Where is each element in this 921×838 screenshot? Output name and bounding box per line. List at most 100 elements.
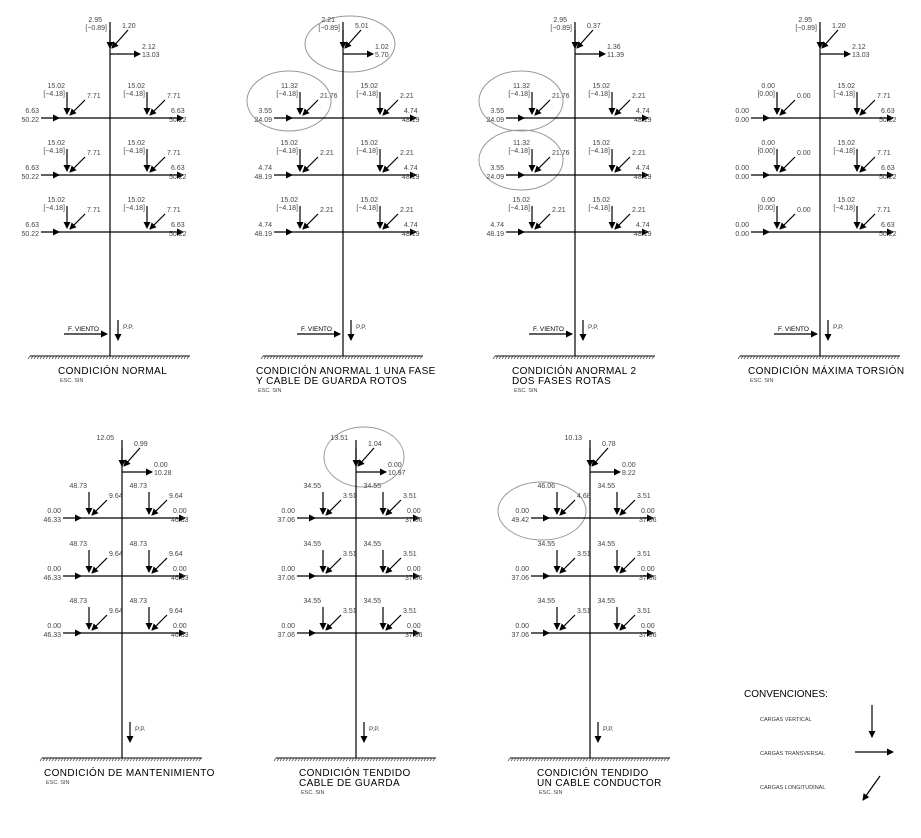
vertical-load-value: 34.55 [597, 541, 615, 548]
ground-hatch [378, 757, 382, 762]
ground-hatch [510, 355, 514, 360]
transversal-load-value: 6.63 [25, 108, 39, 115]
transversal-load-value: 0.00 [281, 508, 295, 515]
ground-hatch [171, 355, 175, 360]
vertical-load-value: 34.55 [363, 598, 381, 605]
ground-hatch [603, 757, 607, 762]
ground-hatch [657, 757, 661, 762]
transversal-load-value: 0.00 [47, 566, 61, 573]
ground-hatch [144, 757, 148, 762]
arm-loads-right: 15.02[−4.18] 7.71 6.63 50.22 [833, 83, 896, 124]
ground-hatch [186, 355, 190, 360]
ground-hatch [72, 757, 76, 762]
longitudinal-load-arrow [69, 213, 86, 230]
ground-hatch [198, 757, 202, 762]
ground-hatch [791, 355, 795, 360]
longitudinal-load-arrow [149, 213, 166, 230]
ground-hatch [546, 355, 550, 360]
ground-hatch [576, 355, 580, 360]
ground-hatch [420, 757, 424, 762]
ground-hatch [561, 355, 565, 360]
ground-hatch [752, 355, 756, 360]
longitudinal-total-value: 50.22 [21, 174, 39, 181]
ground-hatch [522, 757, 526, 762]
vertical-load-value: 15.02 [837, 83, 855, 90]
vertical-load-bracket-value: [−4.18] [276, 91, 298, 98]
vertical-load-bracket-value: [−4.18] [43, 148, 65, 155]
top-loads: 2.21[−0.89] 5.01 1.025.70 [318, 17, 388, 59]
ground-hatch [177, 757, 181, 762]
longitudinal-load-value: 3.51 [403, 493, 417, 500]
ground-hatch [362, 355, 366, 360]
ground-hatch [405, 757, 409, 762]
wind-load: F. VIENTO [297, 326, 341, 338]
ground-hatch [513, 355, 517, 360]
ground-hatch [618, 757, 622, 762]
ground-hatch [510, 757, 514, 762]
vertical-load-bracket-value: [−0.89] [550, 25, 572, 32]
ground-hatch [564, 757, 568, 762]
vertical-load-value: 34.55 [303, 541, 321, 548]
ground-hatch [648, 757, 652, 762]
ground-hatch [371, 355, 375, 360]
ground-hatch [365, 355, 369, 360]
ground-hatch [123, 757, 127, 762]
ground-hatch [755, 355, 759, 360]
ground-hatch [344, 355, 348, 360]
ground-hatch [296, 355, 300, 360]
longitudinal-total-value: 48.19 [402, 231, 420, 238]
ground-hatch [323, 355, 327, 360]
longitudinal-load-value: 3.51 [577, 608, 591, 615]
ground-hatch [90, 355, 94, 360]
longitudinal-total-value: 48.19 [634, 117, 652, 124]
ground-hatch [81, 355, 85, 360]
longitudinal-load-value: 2.21 [632, 93, 646, 100]
ground-hatch [75, 757, 79, 762]
ground-hatch [618, 355, 622, 360]
ground-hatch [663, 757, 667, 762]
ground-hatch [519, 355, 523, 360]
ground-hatch [291, 757, 295, 762]
vertical-load-value: 15.02 [280, 140, 298, 147]
ground-hatch [45, 757, 49, 762]
ground-hatch [287, 355, 291, 360]
ground-hatch [597, 757, 601, 762]
ground-hatch [332, 355, 336, 360]
ground-hatch [132, 757, 136, 762]
transversal-load-value: 6.63 [171, 165, 185, 172]
ground-hatch [305, 355, 309, 360]
transversal-load-value: 1.02 [375, 44, 389, 51]
ground-hatch [540, 355, 544, 360]
ground-hatch [624, 757, 628, 762]
vertical-load-value: 48.73 [129, 541, 147, 548]
ground-hatch [866, 355, 870, 360]
arm-loads-left: 0.00[0.00] 0.000.000.00 [735, 83, 810, 124]
ground-hatch [398, 355, 402, 360]
transversal-load-value: 6.63 [25, 165, 39, 172]
ground-hatch [273, 757, 277, 762]
pp-label: P.P. [603, 726, 614, 733]
ground-hatch [48, 757, 52, 762]
ground-hatch [165, 355, 169, 360]
ground-hatch [117, 757, 121, 762]
ground-hatch [645, 757, 649, 762]
ground-hatch [642, 757, 646, 762]
ground-hatch [615, 757, 619, 762]
vertical-load-value: 15.02 [837, 140, 855, 147]
ground-hatch [27, 355, 31, 360]
vertical-load-value: 15.02 [592, 140, 610, 147]
ground-hatch [338, 355, 342, 360]
ground-hatch [183, 757, 187, 762]
ground-hatch [800, 355, 804, 360]
longitudinal-total-value: 0.00 [735, 174, 749, 181]
ground-hatch [645, 355, 649, 360]
longitudinal-load-arrow [559, 614, 576, 631]
vertical-load-bracket-value: [−4.18] [588, 91, 610, 98]
ground-hatch [564, 355, 568, 360]
ground-hatch [749, 355, 753, 360]
longitudinal-total-value: 46.33 [43, 575, 61, 582]
ground-hatch [69, 355, 73, 360]
vertical-load-value: 48.73 [69, 483, 87, 490]
self-weight-load: P.P. [347, 320, 367, 341]
